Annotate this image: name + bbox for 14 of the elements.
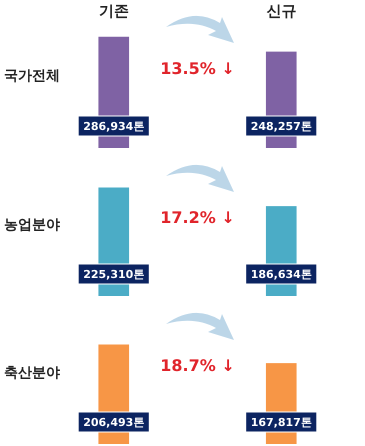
y-axis-title: 국가전체 — [4, 67, 60, 85]
x-tick-label: 기존 — [98, 2, 129, 20]
y-axis-title: 축산분야 — [4, 364, 60, 382]
data-label: 286,934톤 — [83, 120, 144, 133]
x-tick-label: 신규 — [266, 2, 296, 20]
annotation: 13.5% ↓ — [160, 59, 235, 78]
data-label: 248,257톤 — [250, 120, 312, 133]
data-label: 225,310톤 — [83, 268, 144, 281]
data-label: 167,817톤 — [250, 416, 312, 429]
annotation: 17.2% ↓ — [160, 208, 235, 227]
data-label: 186,634톤 — [250, 268, 312, 281]
y-axis-title: 농업분야 — [4, 216, 60, 234]
annotation: 18.7% ↓ — [160, 356, 235, 375]
data-label: 206,493톤 — [83, 416, 144, 429]
